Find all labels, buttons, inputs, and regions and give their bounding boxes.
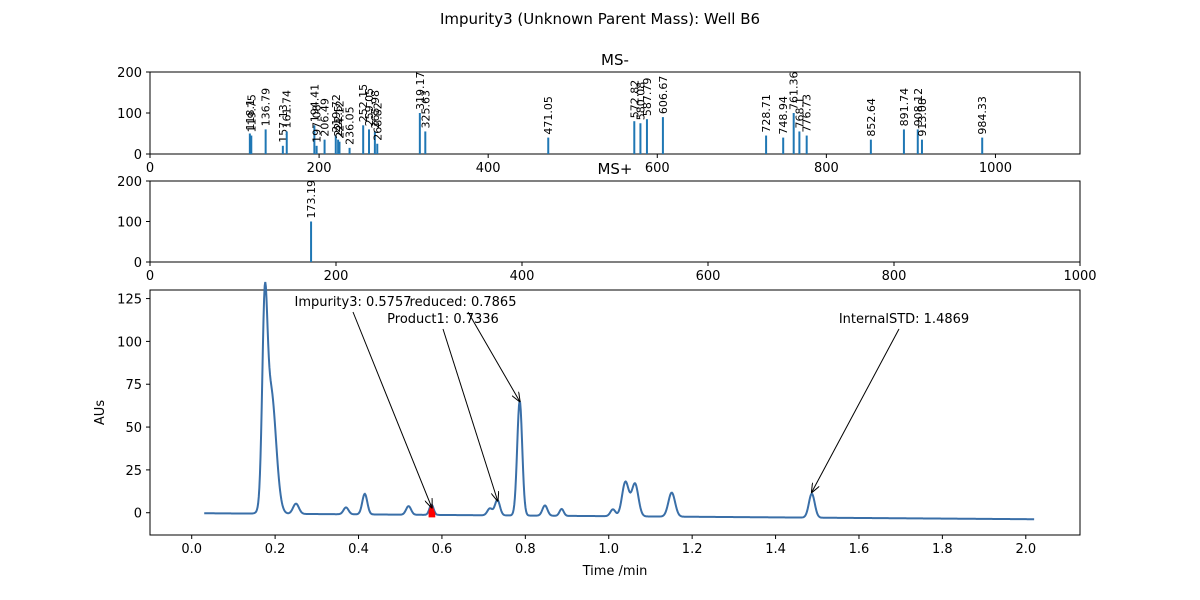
- y-tick-label: 100: [117, 335, 142, 350]
- x-tick-label: 1000: [1063, 269, 1096, 284]
- peak-label: 161.74: [281, 90, 294, 129]
- peak-label: 236.05: [344, 106, 357, 145]
- y-tick-label: 75: [125, 378, 142, 393]
- y-axis-label: AUs: [93, 400, 108, 425]
- peak-label: 194.41: [308, 84, 321, 123]
- peak-label: 136.79: [260, 88, 273, 127]
- peak-label: 908.12: [912, 88, 925, 127]
- annotation-label: Product1: 0.7336: [387, 312, 499, 327]
- x-tick-label: 0.2: [265, 542, 286, 557]
- peak-label: 206.49: [319, 98, 332, 137]
- x-tick-label: 400: [476, 161, 501, 176]
- x-tick-label: 1.4: [765, 542, 786, 557]
- peak-label: 728.71: [760, 94, 773, 133]
- peak-label: 891.74: [898, 88, 911, 127]
- y-tick-label: 0: [134, 256, 142, 271]
- y-tick-label: 125: [117, 293, 142, 308]
- axes-frame: [149, 71, 1081, 155]
- x-tick-label: 0.4: [348, 542, 369, 557]
- peak-label: 268.82: [371, 102, 384, 141]
- x-tick-label: 200: [324, 269, 349, 284]
- peak-label: 252.15: [357, 84, 370, 123]
- peak-label: 265.98: [369, 90, 382, 129]
- y-tick-label: 100: [117, 107, 142, 122]
- axes-frame: [149, 180, 1081, 263]
- peak-label: 768.1: [793, 97, 806, 129]
- y-tick-label: 0: [134, 507, 142, 522]
- y-tick-label: 200: [117, 66, 142, 81]
- peak-label: 852.64: [865, 98, 878, 137]
- y-tick-label: 50: [125, 421, 142, 436]
- annotation-label: Impurity3: 0.5757: [294, 295, 411, 310]
- x-tick-label: 800: [814, 161, 839, 176]
- x-tick-label: 0.8: [515, 542, 536, 557]
- peak-label: 325.63: [419, 90, 432, 129]
- panel-title: MS+: [597, 160, 632, 178]
- peak-label: 572.82: [628, 80, 641, 119]
- x-axis-label: Time /min: [582, 564, 648, 579]
- peak-label: 173.19: [305, 180, 318, 219]
- peak-label: 761.36: [788, 72, 801, 111]
- x-tick-label: 1.0: [598, 542, 619, 557]
- peak-label: 197.08: [311, 104, 324, 143]
- peak-label: 119.75: [245, 94, 258, 133]
- annotation-label: reduced: 0.7865: [410, 295, 517, 310]
- x-tick-label: 0: [146, 269, 154, 284]
- x-tick-label: 0.6: [432, 542, 453, 557]
- peak-label: 319.17: [414, 72, 427, 111]
- chromatogram-trace: [204, 281, 1035, 521]
- y-tick-label: 25: [125, 464, 142, 479]
- peak-label: 776.73: [801, 94, 814, 133]
- axes-frame: [149, 289, 1081, 536]
- x-tick-label: 1000: [979, 161, 1012, 176]
- x-tick-label: 200: [307, 161, 332, 176]
- peak-label: 606.67: [657, 76, 670, 115]
- peak-label: 471.05: [542, 96, 555, 135]
- x-tick-label: 600: [645, 161, 670, 176]
- x-tick-label: 0: [146, 161, 154, 176]
- peak-label: 219.72: [330, 94, 343, 133]
- y-tick-label: 200: [117, 175, 142, 190]
- figure-title: Impurity3 (Unknown Parent Mass): Well B6: [440, 10, 760, 28]
- peak-label: 224.12: [333, 100, 346, 139]
- x-tick-label: 1.2: [682, 542, 703, 557]
- ms-plus-panel: 0 200 400 600 800 1000 0 100 200 MS+ 173.19: [117, 160, 1096, 284]
- y-tick-label: 100: [117, 216, 142, 231]
- peak-label: 913.08: [916, 98, 929, 137]
- x-tick-label: 1.8: [932, 542, 953, 557]
- chromatogram-panel: 0.0 0.2 0.4 0.6 0.8 1.0 1.2 1.4 1.6 1.8 2.0 0 25 50 75…: [93, 281, 1081, 579]
- annotation-arrow: [352, 311, 432, 508]
- x-tick-label: 1.6: [849, 542, 870, 557]
- peak-label: 984.33: [976, 96, 989, 135]
- peak-label: 118.1: [244, 99, 257, 131]
- y-tick-label: 0: [134, 148, 142, 163]
- peak-label: 259.05: [363, 88, 376, 127]
- annotation-arrow: [812, 328, 900, 492]
- annotation-arrow: [442, 328, 498, 501]
- x-tick-label: 400: [510, 269, 535, 284]
- peak-label: 748.94: [777, 96, 790, 135]
- peak-label: 222.5: [332, 105, 345, 137]
- annotation-label: InternalSTD: 1.4869: [839, 312, 969, 327]
- peak-label: 587.79: [641, 78, 654, 117]
- x-tick-label: 0.0: [181, 542, 202, 557]
- annotation-arrow: [467, 311, 520, 401]
- panel-title: MS-: [601, 51, 629, 69]
- x-tick-label: 600: [696, 269, 721, 284]
- x-tick-label: 800: [882, 269, 907, 284]
- x-tick-label: 2.0: [1015, 542, 1036, 557]
- peak-label: 580.08: [634, 82, 647, 121]
